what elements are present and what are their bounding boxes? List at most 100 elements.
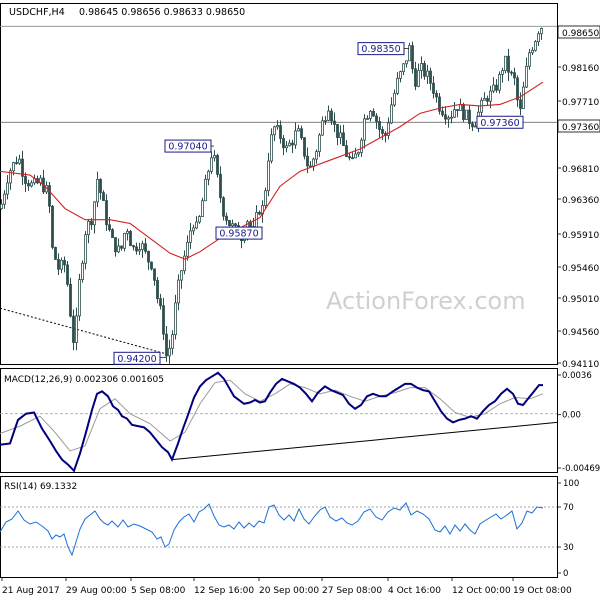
rsi-title: RSI(14) 69.1332 — [4, 482, 77, 492]
candle-body — [315, 151, 318, 160]
candle-body — [207, 170, 210, 180]
candle-body — [159, 298, 162, 307]
candle-body — [108, 224, 111, 231]
candle-body — [114, 237, 117, 253]
candle-body — [306, 155, 309, 167]
level-label-text: 0.94200 — [117, 354, 156, 365]
candle-body — [69, 283, 72, 317]
candle-body — [174, 302, 177, 336]
candle-body — [18, 158, 21, 164]
macd-line — [0, 371, 543, 473]
candle-body — [138, 249, 141, 252]
candle-body — [162, 305, 165, 335]
candle-body — [27, 183, 30, 187]
candle-body — [6, 182, 9, 195]
x-tick-label: 27 Sep 08:00 — [322, 586, 382, 596]
candle-body — [150, 261, 153, 270]
rsi-tick-label: 100 — [563, 479, 579, 489]
candle-body — [219, 173, 222, 199]
candle-body — [321, 120, 324, 136]
price-tick-label: 0.94560 — [562, 328, 599, 338]
candle-body — [342, 132, 345, 147]
candle-body — [123, 233, 126, 249]
candle-body — [126, 230, 129, 234]
macd-layer — [0, 371, 558, 473]
candle-body — [21, 158, 24, 177]
candle-body — [141, 243, 144, 250]
candle-body — [492, 84, 495, 92]
candle-body — [165, 333, 168, 357]
candle-body — [120, 245, 123, 249]
macd-panel-frame — [0, 368, 558, 473]
candle-body — [483, 98, 486, 101]
candle-body — [9, 170, 12, 184]
candle-body — [153, 268, 156, 281]
candle-body — [360, 139, 363, 153]
candle-body — [84, 234, 87, 264]
price-tick-label: 0.95010 — [562, 295, 599, 305]
price-tick-label: 0.95910 — [562, 231, 599, 241]
candle-body — [519, 99, 522, 109]
candle-body — [147, 250, 150, 263]
candle-body — [390, 104, 393, 124]
candle-body — [375, 115, 378, 122]
candle-body — [15, 162, 18, 164]
macd-tick-label: -0.004696 — [562, 464, 600, 474]
x-tick-label: 19 Oct 08:00 — [513, 586, 572, 596]
candle-body — [129, 230, 132, 247]
candle-body — [456, 109, 459, 111]
price-tag-box — [557, 25, 600, 39]
level-label-text: 0.97360 — [480, 118, 519, 129]
candle-body — [528, 52, 531, 67]
candle-body — [501, 70, 504, 75]
candle-body — [234, 223, 237, 226]
candle-body — [96, 178, 99, 203]
candle-body — [231, 223, 234, 227]
candle-body — [210, 157, 213, 172]
candle-body — [195, 221, 198, 229]
candle-body — [93, 201, 96, 226]
candle-body — [468, 109, 471, 124]
candle-body — [357, 152, 360, 155]
candle-body — [522, 86, 525, 109]
candle-body — [354, 153, 357, 159]
candle-body — [402, 63, 405, 73]
candle-body — [285, 145, 288, 149]
candle-body — [90, 220, 93, 226]
candle-body — [0, 203, 3, 209]
price-tick-label: 0.96360 — [562, 196, 599, 206]
rsi-panel-frame — [0, 476, 558, 578]
candle-body — [63, 259, 66, 266]
candle-body — [66, 264, 69, 285]
level-label-text: 0.95870 — [219, 229, 258, 240]
candle-body — [495, 84, 498, 91]
candle-body — [381, 129, 384, 134]
candle-body — [348, 156, 351, 159]
x-tick-label: 5 Sep 08:00 — [131, 586, 186, 596]
candle-body — [78, 279, 81, 317]
price-tick-label: 0.96810 — [562, 165, 599, 175]
candle-body — [12, 162, 15, 172]
candle-body — [513, 72, 516, 79]
x-tick-label: 20 Sep 00:00 — [259, 586, 319, 596]
level-label-text: 0.97040 — [168, 142, 207, 153]
candle-body — [459, 104, 462, 111]
candle-body — [327, 110, 330, 121]
candle-body — [288, 142, 291, 147]
candle-body — [186, 241, 189, 257]
candle-body — [297, 128, 300, 132]
candle-body — [534, 41, 537, 51]
candle-body — [72, 315, 75, 343]
level-label: 0.95870 — [215, 226, 263, 240]
candle-body — [87, 220, 90, 236]
candle-body — [339, 132, 342, 138]
macd-trendline — [171, 421, 558, 461]
candle-body — [486, 98, 489, 102]
candle-body — [204, 178, 207, 202]
candle-body — [156, 279, 159, 300]
candle-body — [450, 116, 453, 119]
candle-body — [225, 215, 228, 221]
candle-body — [429, 70, 432, 84]
candle-body — [171, 334, 174, 349]
